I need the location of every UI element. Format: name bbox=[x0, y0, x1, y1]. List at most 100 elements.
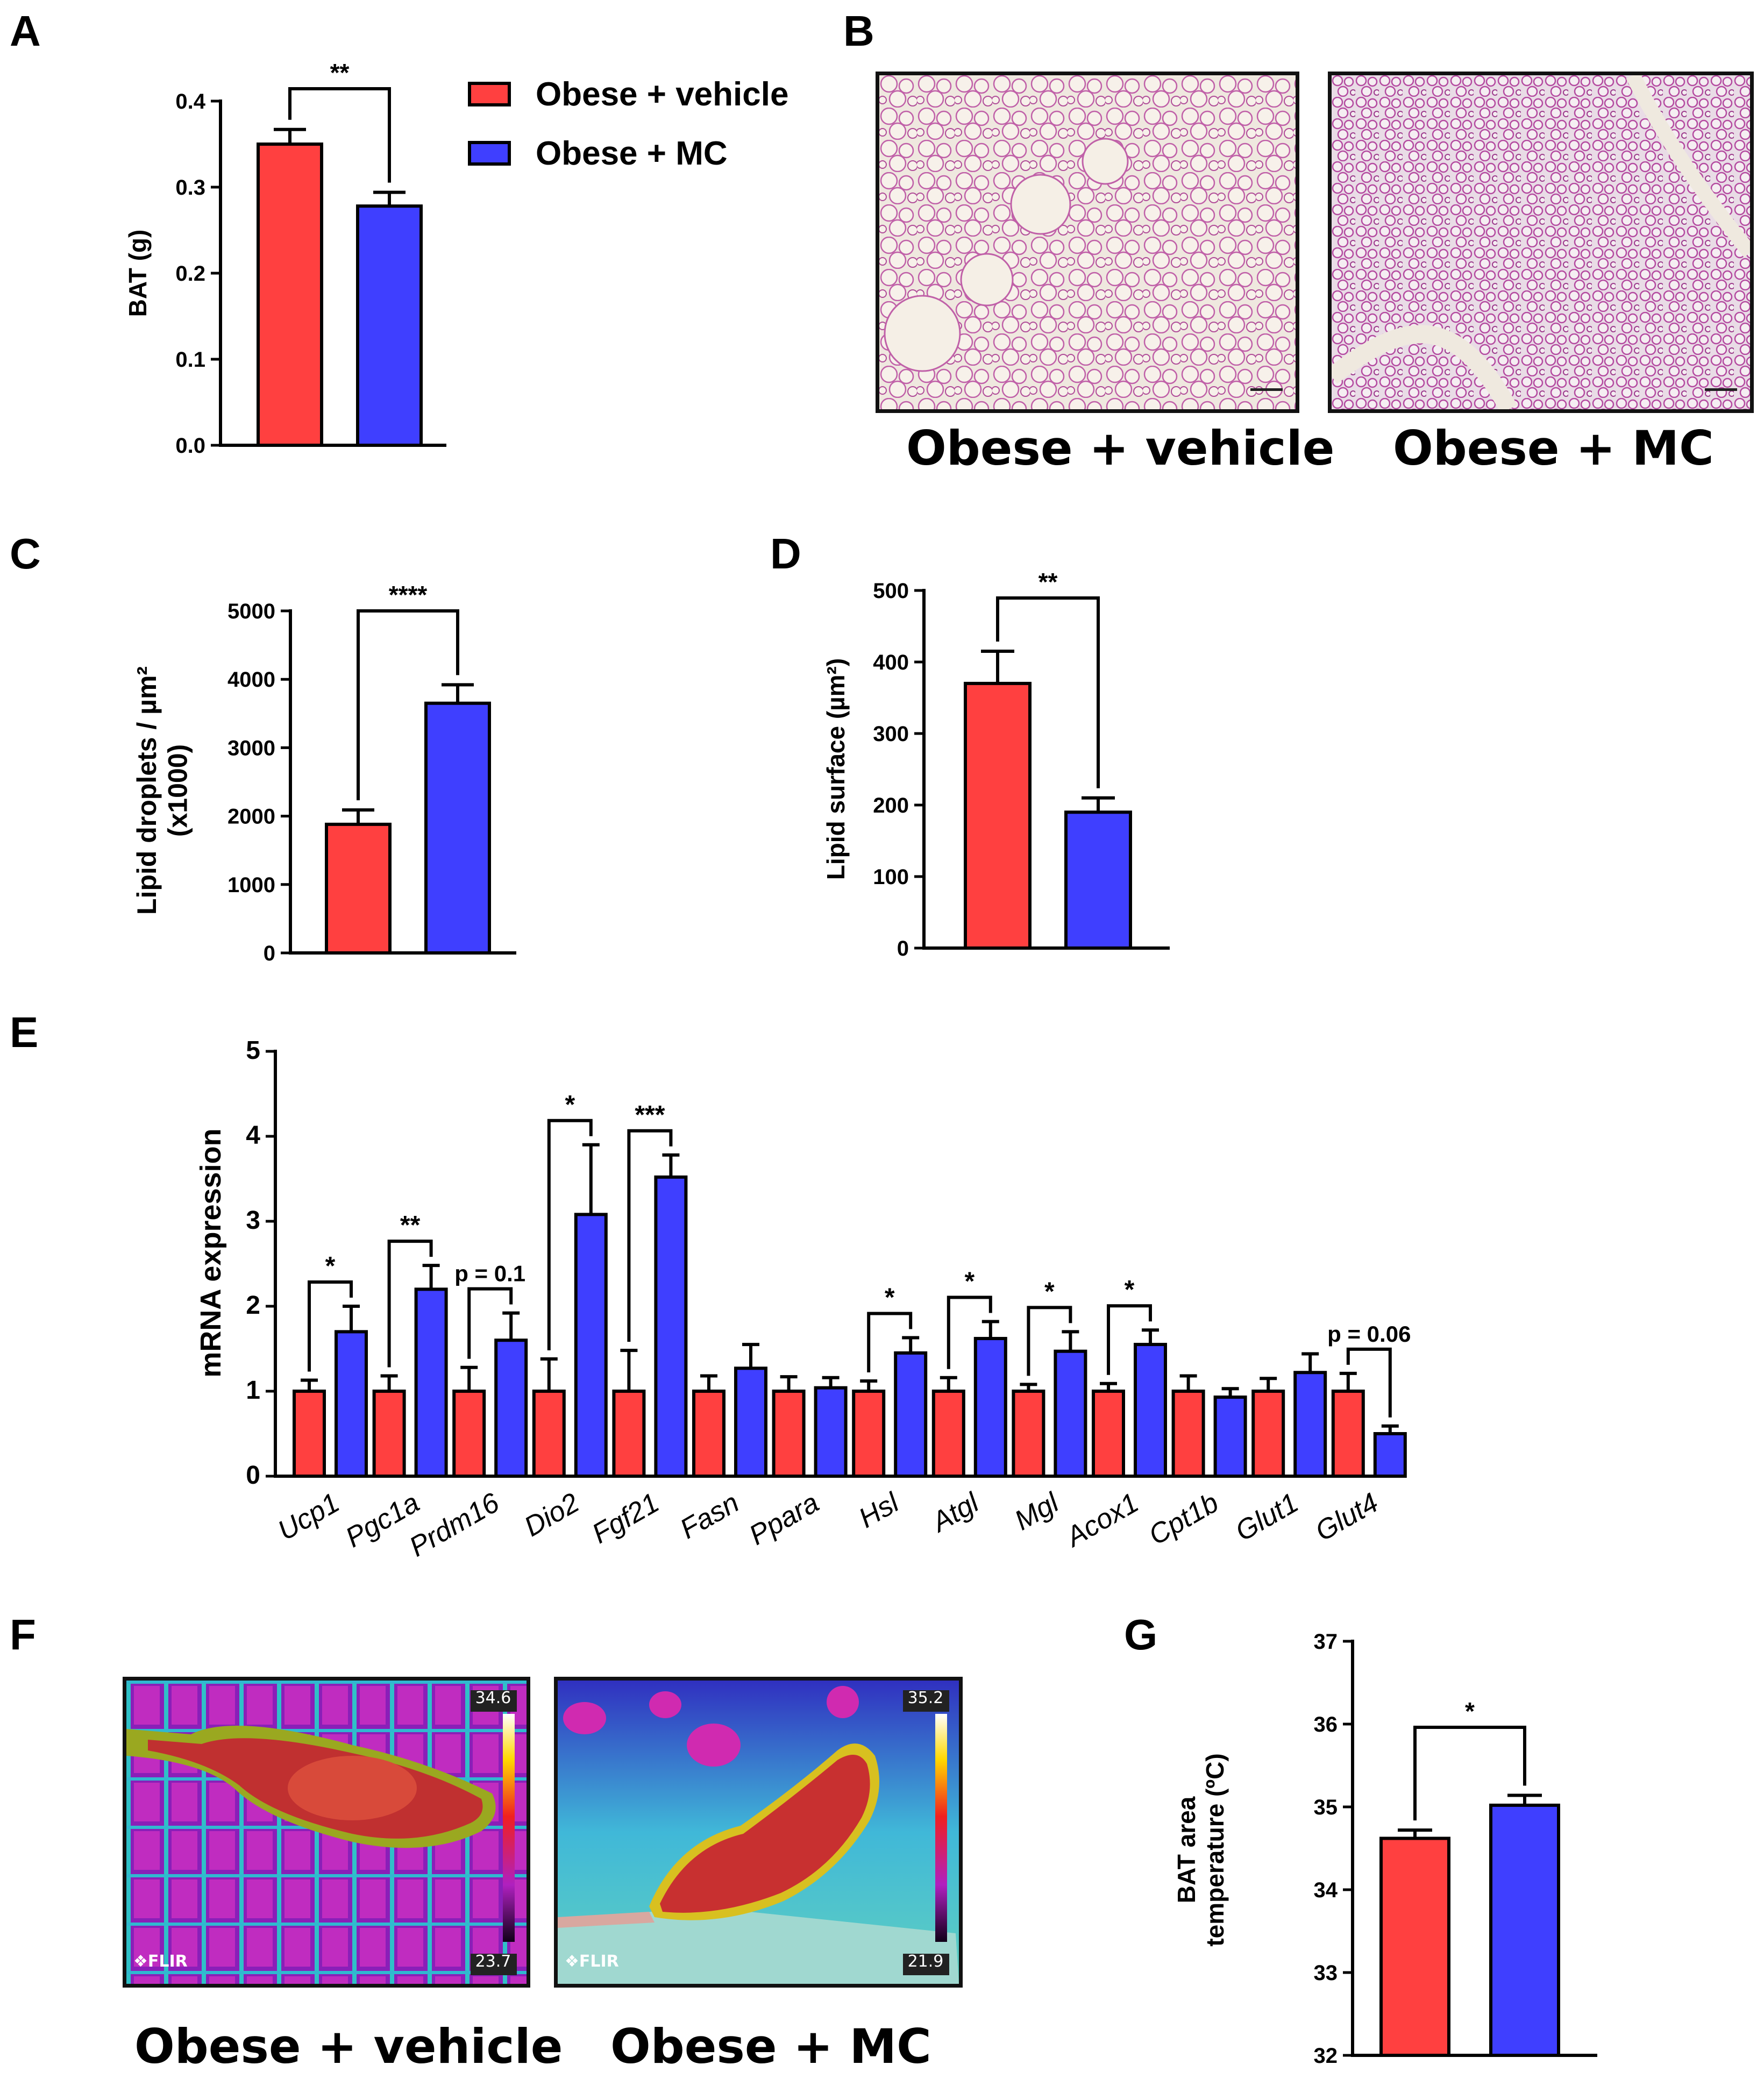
chart-e-significance-label: * bbox=[325, 1252, 336, 1280]
chart-e-bar-vehicle-glut1 bbox=[1251, 1390, 1285, 1478]
chart-g-y-tick-label: 33 bbox=[1314, 1961, 1338, 1985]
chart-e-significance bbox=[547, 1119, 593, 1350]
chart-e-significance-label: * bbox=[885, 1283, 895, 1312]
chart-e-significance bbox=[947, 1295, 992, 1369]
thermal-image-mc bbox=[554, 1677, 963, 1988]
chart-e-significance bbox=[867, 1312, 913, 1373]
chart-e-bar-mc-dio2 bbox=[574, 1213, 608, 1478]
legend-label-vehicle: Obese + vehicle bbox=[536, 75, 789, 113]
chart-e-significance-label: *** bbox=[635, 1101, 665, 1129]
chart-e-bar-mc-mgl bbox=[1054, 1349, 1087, 1478]
chart-c-y-tick-label: 3000 bbox=[227, 736, 275, 760]
chart-g-y-tick-label: 34 bbox=[1314, 1878, 1338, 1902]
panel-label-c: C bbox=[10, 530, 41, 578]
chart-c-y-tick-label: 0 bbox=[264, 942, 275, 965]
chart-e-significance bbox=[1107, 1304, 1152, 1375]
chart-e-x-tick-label: Glut1 bbox=[1230, 1487, 1304, 1547]
chart-e-x-tick-label: Cpt1b bbox=[1143, 1487, 1224, 1551]
chart-e-bar-vehicle-hsl bbox=[852, 1390, 886, 1478]
thermal-brand-vehicle: ❖FLIR bbox=[133, 1952, 188, 1971]
chart-e-significance bbox=[467, 1287, 513, 1359]
chart-e-significance bbox=[627, 1129, 673, 1342]
chart-g-bar-vehicle bbox=[1379, 1836, 1450, 2057]
chart-e-bar-vehicle-cpt1b bbox=[1171, 1390, 1205, 1478]
chart-e-bar-vehicle-ucp1 bbox=[293, 1390, 326, 1478]
chart-c-significance bbox=[357, 609, 459, 801]
chart-a-bar-vehicle bbox=[257, 143, 323, 447]
chart-d-y-tick-label: 0 bbox=[897, 937, 909, 960]
panel-label-g: G bbox=[1124, 1611, 1158, 1658]
chart-e-significance-label: ** bbox=[400, 1211, 421, 1240]
thermal-brand-mc: ❖FLIR bbox=[565, 1952, 619, 1971]
chart-a-y-tick-label: 0.1 bbox=[175, 348, 205, 372]
chart-e-x-tick-label: Prdm16 bbox=[404, 1487, 505, 1563]
chart-g-y-label-2: temperature (ºC) bbox=[1201, 1753, 1229, 1946]
chart-e-y-tick-label: 5 bbox=[246, 1036, 260, 1065]
chart-e-bar-vehicle-pgc1a bbox=[372, 1390, 406, 1478]
chart-e-bar-mc-fgf21 bbox=[654, 1175, 688, 1478]
chart-e-bar-mc-glut1 bbox=[1293, 1371, 1327, 1478]
thermal-caption-vehicle: Obese + vehicle bbox=[134, 2019, 563, 2074]
chart-e-x-tick-label: Acox1 bbox=[1059, 1487, 1144, 1554]
thermal-min-vehicle: 23.7 bbox=[475, 1952, 511, 1971]
chart-e-bar-mc-pgc1a bbox=[414, 1287, 448, 1478]
legend-item-mc: Obese + MC bbox=[468, 124, 788, 183]
chart-e-significance-label: p = 0.1 bbox=[454, 1261, 525, 1286]
chart-e-significance bbox=[1346, 1347, 1392, 1418]
chart-a-y-tick-label: 0.2 bbox=[175, 262, 205, 286]
chart-e-significance-label: * bbox=[565, 1091, 575, 1119]
chart-c-y-label: Lipid droplets / µm² bbox=[132, 666, 162, 915]
chart-a-y-tick-label: 0.3 bbox=[175, 176, 205, 200]
chart-g-y-tick-label: 35 bbox=[1314, 1796, 1338, 1819]
chart-a-bar-mc bbox=[356, 204, 423, 447]
legend-label-mc: Obese + MC bbox=[536, 134, 728, 172]
chart-c-y-tick-label: 5000 bbox=[227, 600, 275, 623]
chart-c-significance-label: **** bbox=[389, 581, 428, 609]
chart-d-significance-label: ** bbox=[1039, 568, 1058, 596]
legend-item-vehicle: Obese + vehicle bbox=[468, 65, 788, 124]
chart-d-significance bbox=[996, 596, 1100, 788]
chart-e-bar-vehicle-fasn bbox=[692, 1390, 725, 1478]
chart-d-y-tick-label: 100 bbox=[873, 865, 909, 889]
chart-e-significance bbox=[387, 1240, 433, 1368]
chart-e-significance-label: * bbox=[1125, 1276, 1135, 1304]
chart-g-y-tick-label: 37 bbox=[1314, 1630, 1338, 1654]
chart-e-bar-mc-acox1 bbox=[1134, 1343, 1167, 1478]
chart-d-y-tick-label: 200 bbox=[873, 794, 909, 817]
chart-c-y-tick-label: 4000 bbox=[227, 668, 275, 692]
panel-label-e: E bbox=[10, 1008, 39, 1056]
thermal-image-vehicle bbox=[123, 1677, 530, 1988]
chart-e-bar-vehicle-acox1 bbox=[1092, 1390, 1125, 1478]
chart-e-x-tick-label: Fgf21 bbox=[587, 1487, 664, 1550]
legend: Obese + vehicle Obese + MC bbox=[468, 65, 788, 183]
chart-g-significance-label: * bbox=[1465, 1697, 1475, 1725]
legend-swatch-vehicle bbox=[468, 82, 511, 106]
chart-e-y-label: mRNA expression bbox=[195, 1128, 227, 1377]
chart-e-bar-mc-cpt1b bbox=[1213, 1396, 1247, 1478]
chart-e-x-tick-label: Dio2 bbox=[519, 1487, 585, 1543]
chart-g-bar-mc bbox=[1489, 1803, 1560, 2057]
chart-e-bar-vehicle-glut4 bbox=[1331, 1390, 1365, 1478]
thermal-max-mc: 35.2 bbox=[907, 1689, 944, 1707]
chart-c-bar-mc bbox=[424, 701, 491, 955]
chart-g-y-tick-label: 32 bbox=[1314, 2044, 1338, 2068]
chart-e-y-tick-label: 0 bbox=[246, 1461, 260, 1490]
histology-image-vehicle bbox=[876, 72, 1299, 413]
chart-a-y-tick-label: 0.4 bbox=[175, 90, 205, 113]
chart-e-y-tick-label: 3 bbox=[246, 1206, 260, 1235]
chart-e-bar-mc-ppara bbox=[814, 1386, 848, 1478]
chart-e-x-tick-label: Hsl bbox=[853, 1486, 905, 1534]
chart-e-bar-vehicle-prdm16 bbox=[452, 1390, 486, 1478]
histology-image-mc bbox=[1328, 72, 1754, 413]
chart-e-bar-mc-atgl bbox=[973, 1337, 1007, 1478]
thermal-min-mc: 21.9 bbox=[907, 1952, 944, 1971]
chart-e-bar-vehicle-atgl bbox=[931, 1390, 965, 1478]
legend-swatch-mc bbox=[468, 141, 511, 166]
chart-e-significance-label: * bbox=[1044, 1277, 1055, 1306]
chart-c-y-label-2: (x1000) bbox=[163, 744, 193, 837]
thermal-max-vehicle: 34.6 bbox=[475, 1689, 511, 1707]
chart-e-bar-vehicle-fgf21 bbox=[612, 1390, 646, 1478]
chart-a-significance bbox=[288, 87, 391, 183]
chart-e-y-tick-label: 1 bbox=[246, 1376, 260, 1405]
